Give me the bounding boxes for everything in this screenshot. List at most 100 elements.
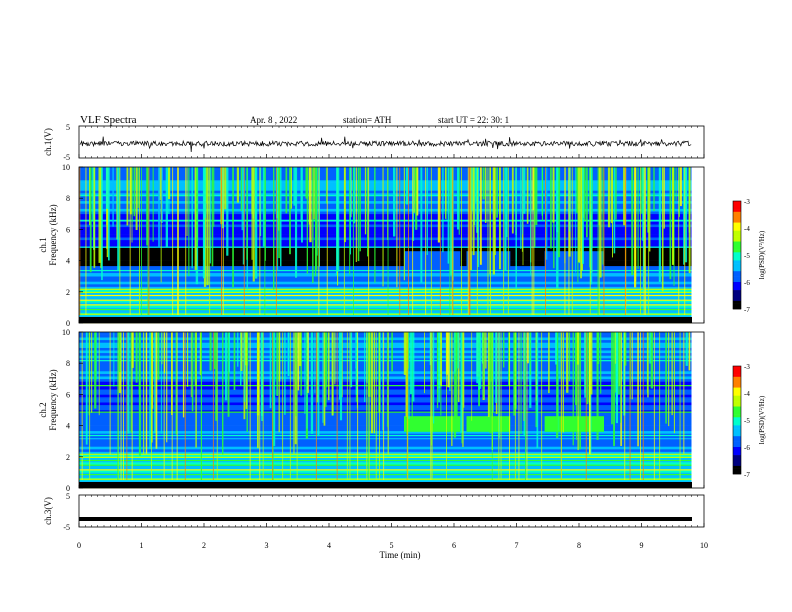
ch1-waveform-trace xyxy=(79,136,692,153)
colorbar-swatch xyxy=(733,420,741,423)
colorbar-tick-label: -7 xyxy=(744,471,750,479)
colorbar-tick-label: -4 xyxy=(744,390,750,398)
ch2-time-strip xyxy=(79,482,692,488)
ytick-label: 10 xyxy=(62,328,70,337)
colorbar-swatch xyxy=(733,374,741,378)
colorbar-swatch xyxy=(733,384,741,388)
colorbar-swatch xyxy=(733,368,741,372)
date-label: Apr. 8 , 2022 xyxy=(250,115,297,125)
colorbar-swatch xyxy=(733,249,741,253)
colorbar-swatch xyxy=(733,306,741,310)
ch1-ylabel: ch.1(V) xyxy=(43,128,53,156)
colorbar-swatch xyxy=(733,287,741,291)
ytick-label: 4 xyxy=(66,257,70,266)
ch1-spectrogram-panel: 0 2 4 6 8 10 ch.1 Frequency (kHz) xyxy=(38,163,705,328)
ch2-yticks: 0 2 4 6 8 10 xyxy=(62,328,83,493)
colorbar-swatch xyxy=(733,217,741,221)
ch2-spec-ylabel-frequency: Frequency (kHz) xyxy=(48,369,58,430)
colorbar-swatch xyxy=(733,211,741,215)
colorbar-swatch xyxy=(733,295,741,299)
colorbar-swatch xyxy=(733,433,741,437)
xtick-label: 9 xyxy=(640,541,644,550)
colorbar-swatch xyxy=(733,260,741,264)
colorbar-swatch xyxy=(733,222,741,226)
colorbar-swatch xyxy=(733,282,741,285)
colorbar-swatch xyxy=(733,203,741,207)
colorbar-swatch xyxy=(733,230,741,234)
colorbar-swatch xyxy=(733,214,741,218)
colorbar-swatch xyxy=(733,452,741,456)
colorbar-swatch xyxy=(733,449,741,453)
ytick-label: 2 xyxy=(66,453,70,462)
colorbar-tick-label: -5 xyxy=(744,252,750,260)
ytick-label: 0 xyxy=(66,484,70,493)
ytick-label: 8 xyxy=(66,359,70,368)
xtick-label: 1 xyxy=(140,541,144,550)
ytick-label: 6 xyxy=(66,225,70,234)
ytick-label: 2 xyxy=(66,288,70,297)
xtick-label: 7 xyxy=(515,541,519,550)
colorbar-swatch xyxy=(733,441,741,445)
colorbar-swatch xyxy=(733,219,741,223)
colorbar-swatch xyxy=(733,303,741,307)
colorbar-swatch xyxy=(733,268,741,272)
colorbar-swatch xyxy=(733,246,741,250)
ytick-label: 4 xyxy=(66,422,70,431)
ch3-waveform-panel: 5 -5 ch.3(V) xyxy=(43,492,705,532)
colorbar-swatch xyxy=(733,273,741,277)
colorbar-swatch xyxy=(733,244,741,248)
colorbar-swatch xyxy=(733,292,741,296)
colorbar-swatch xyxy=(733,225,741,229)
colorbar-swatch xyxy=(733,284,741,288)
figure-title: VLF Spectra xyxy=(80,114,137,126)
xtick-label: 5 xyxy=(390,541,394,550)
colorbar-swatch xyxy=(733,460,741,464)
colorbar-swatch xyxy=(733,463,741,467)
colorbar-swatch xyxy=(733,255,741,258)
colorbar-tick-label: -5 xyxy=(744,417,750,425)
colorbar-swatch xyxy=(733,379,741,383)
ch1-spectrogram-image xyxy=(79,167,692,324)
ch3-ytick-bottom: -5 xyxy=(63,523,70,532)
colorbar-swatch xyxy=(733,241,741,245)
colorbar-tick-label: -3 xyxy=(744,198,750,206)
colorbar-swatch xyxy=(733,252,741,256)
ch1-spec-ylabel-channel: ch.1 xyxy=(38,237,48,252)
colorbar-swatch xyxy=(733,422,741,426)
colorbar-swatch xyxy=(733,414,741,418)
colorbar-swatch xyxy=(733,398,741,402)
colorbar-swatch xyxy=(733,206,741,210)
ch3-waveform-frame xyxy=(78,494,705,528)
colorbar-swatch xyxy=(733,455,741,459)
ch2-spectrogram-image xyxy=(79,332,692,489)
colorbar-swatch xyxy=(733,428,741,432)
start-time-label: start UT = 22: 30: 1 xyxy=(438,115,509,125)
colorbar-swatch xyxy=(733,209,741,213)
colorbar-swatch xyxy=(733,387,741,391)
colorbar-swatch xyxy=(733,465,741,469)
colorbar-swatch xyxy=(733,236,741,240)
colorbar-tick-label: -3 xyxy=(744,363,750,371)
ch2-colorbar-label: log(PSD)(V²/Hz) xyxy=(758,395,766,444)
colorbar-swatch xyxy=(733,438,741,442)
colorbar-swatch xyxy=(733,276,741,280)
ch2-colorbar: -3 -4 -5 -6 -7 xyxy=(732,363,750,479)
colorbar-swatch xyxy=(733,376,741,380)
colorbar-swatch xyxy=(733,263,741,267)
ch1-ytick-bottom: -5 xyxy=(63,153,70,162)
colorbar-swatch xyxy=(733,228,741,231)
station-label: station= ATH xyxy=(343,115,392,125)
time-axis-label: Time (min) xyxy=(380,550,421,560)
ch3-ylabel: ch.3(V) xyxy=(43,497,53,525)
ch2-spec-ylabel-channel: ch.2 xyxy=(38,402,48,417)
colorbar-frame xyxy=(732,200,742,310)
colorbar-swatch xyxy=(733,233,741,237)
colorbar-swatch xyxy=(733,409,741,413)
colorbar-swatch xyxy=(733,395,741,399)
ytick-label: 6 xyxy=(66,390,70,399)
colorbar-swatch xyxy=(733,390,741,394)
colorbar-swatch xyxy=(733,430,741,434)
colorbar-swatch xyxy=(733,279,741,283)
ch1-waveform-panel: 5 -5 ch.1(V) xyxy=(43,123,705,162)
